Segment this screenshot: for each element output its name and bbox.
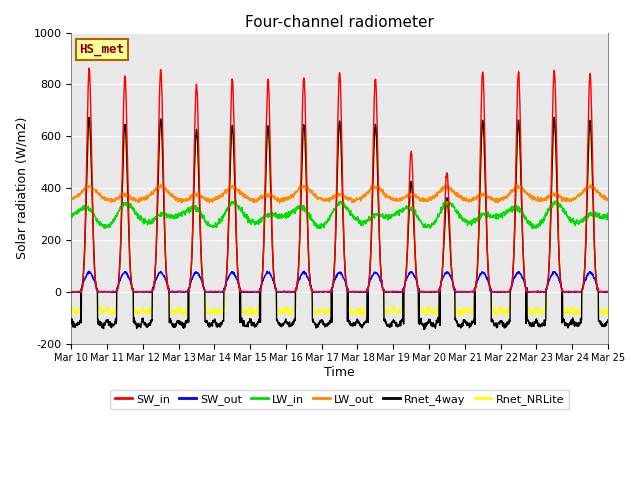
LW_out — [572, 195, 580, 201]
LW_out — [67, 195, 75, 201]
SW_in — [356, 289, 364, 295]
SW_in — [604, 289, 612, 295]
LW_out — [276, 201, 284, 206]
Line: LW_out: LW_out — [71, 184, 608, 204]
Rnet_4way — [367, 249, 374, 255]
Rnet_4way — [496, 320, 504, 325]
Line: Rnet_4way: Rnet_4way — [71, 117, 608, 329]
Rnet_NRLite — [85, 121, 93, 127]
LW_out — [557, 194, 564, 200]
Rnet_4way — [218, 320, 225, 325]
SW_in — [367, 241, 375, 247]
SW_out — [147, 289, 154, 295]
SW_in — [218, 289, 225, 295]
Rnet_NRLite — [557, 284, 564, 289]
Rnet_4way — [355, 319, 363, 325]
LW_out — [513, 181, 521, 187]
SW_out — [367, 276, 375, 282]
SW_out — [67, 289, 75, 295]
SW_out — [557, 283, 564, 289]
Rnet_NRLite — [355, 306, 363, 312]
Rnet_NRLite — [604, 306, 612, 312]
Rnet_NRLite — [572, 310, 580, 316]
Rnet_NRLite — [218, 308, 225, 314]
Rnet_NRLite — [67, 307, 75, 313]
SW_in — [85, 65, 93, 71]
Rnet_NRLite — [496, 305, 504, 311]
LW_in — [557, 204, 564, 210]
Legend: SW_in, SW_out, LW_in, LW_out, Rnet_4way, Rnet_NRLite: SW_in, SW_out, LW_in, LW_out, Rnet_4way,… — [111, 390, 569, 409]
SW_out — [300, 268, 308, 274]
LW_out — [496, 198, 504, 204]
X-axis label: Time: Time — [324, 366, 355, 379]
SW_in — [77, 290, 85, 296]
SW_in — [572, 289, 580, 295]
SW_out — [496, 288, 504, 294]
SW_out — [356, 288, 364, 294]
LW_in — [100, 226, 108, 231]
LW_in — [551, 198, 559, 204]
Rnet_4way — [67, 317, 75, 323]
SW_out — [218, 289, 225, 295]
LW_in — [572, 220, 580, 226]
LW_out — [604, 197, 612, 203]
Rnet_4way — [604, 317, 612, 323]
Text: HS_met: HS_met — [79, 43, 124, 56]
SW_in — [496, 289, 504, 295]
LW_out — [217, 192, 225, 198]
LW_in — [355, 221, 363, 227]
Rnet_NRLite — [367, 245, 375, 251]
Rnet_4way — [85, 114, 93, 120]
SW_in — [557, 281, 564, 287]
Y-axis label: Solar radiation (W/m2): Solar radiation (W/m2) — [15, 117, 28, 259]
SW_out — [572, 289, 580, 295]
Title: Four-channel radiometer: Four-channel radiometer — [245, 15, 434, 30]
SW_in — [67, 289, 75, 295]
Rnet_4way — [572, 323, 580, 329]
LW_in — [496, 214, 504, 219]
Line: SW_in: SW_in — [71, 68, 608, 293]
Line: LW_in: LW_in — [71, 201, 608, 228]
Line: Rnet_NRLite: Rnet_NRLite — [71, 124, 608, 316]
LW_out — [355, 196, 363, 202]
LW_in — [218, 217, 225, 223]
Rnet_4way — [557, 281, 564, 287]
Rnet_NRLite — [358, 313, 366, 319]
Rnet_4way — [420, 326, 428, 332]
LW_in — [67, 215, 75, 220]
LW_out — [367, 185, 374, 191]
LW_in — [604, 210, 612, 216]
Line: SW_out: SW_out — [71, 271, 608, 292]
SW_out — [604, 288, 612, 294]
LW_in — [367, 214, 374, 220]
